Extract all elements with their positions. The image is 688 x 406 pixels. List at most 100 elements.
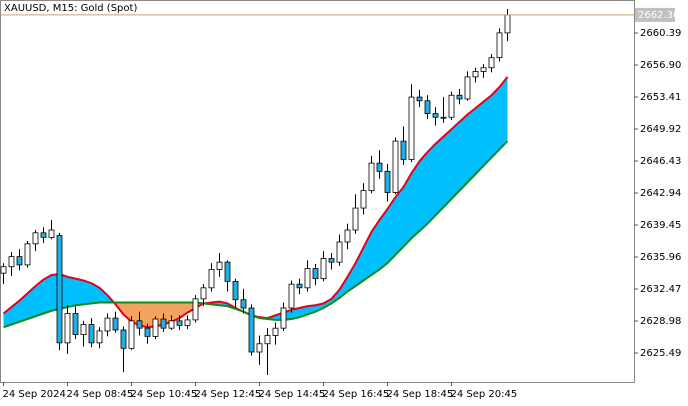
candle-body xyxy=(416,96,423,102)
ma-band xyxy=(443,129,452,208)
ma-band xyxy=(83,280,92,305)
y-tick-label: 2635.96 xyxy=(640,252,681,263)
candle-body xyxy=(368,162,375,192)
ma-band xyxy=(387,197,396,264)
y-tick-label: 2649.92 xyxy=(640,124,681,135)
candle-body xyxy=(472,71,479,78)
y-tick-label: 2656.90 xyxy=(640,60,681,71)
ma-band xyxy=(43,274,52,314)
ma-band xyxy=(75,278,84,306)
candle-body xyxy=(208,269,215,289)
candle-body xyxy=(448,94,455,118)
ma-band xyxy=(459,114,468,191)
candle-body xyxy=(64,313,71,344)
candle-body xyxy=(280,307,287,329)
candle-body xyxy=(72,313,79,335)
ma-band xyxy=(499,76,508,150)
candle-body xyxy=(104,317,111,332)
candle-body xyxy=(432,113,439,118)
ma-band xyxy=(475,101,484,175)
ma-band xyxy=(99,287,108,303)
ma-band xyxy=(291,307,300,320)
ma-band xyxy=(403,173,412,247)
y-tick-label: 2632.47 xyxy=(640,284,681,295)
candle-body xyxy=(336,241,343,263)
y-tick-label: 2642.94 xyxy=(640,188,681,199)
ma-line xyxy=(3,140,509,329)
candle-body xyxy=(312,268,319,280)
candle-body xyxy=(152,318,159,337)
ma-band xyxy=(483,95,492,166)
x-tick-label: 24 Sep 14:45 xyxy=(259,389,326,400)
candle-body xyxy=(320,258,327,280)
candle-body xyxy=(0,266,7,274)
candle-body xyxy=(40,232,47,238)
candle-body xyxy=(392,140,399,193)
ma-band xyxy=(491,87,500,158)
ma-band xyxy=(123,302,132,322)
candle-body xyxy=(24,243,31,266)
ma-band xyxy=(355,247,364,286)
x-tick-label: 24 Sep 20:45 xyxy=(451,389,518,400)
ma-band xyxy=(427,143,436,224)
candle-body xyxy=(456,94,463,100)
ma-band xyxy=(19,293,28,322)
candle-body xyxy=(224,261,231,282)
candle-body xyxy=(256,343,263,353)
x-tick-label: 24 Sep 16:45 xyxy=(323,389,390,400)
y-tick-label: 2660.39 xyxy=(640,28,681,39)
y-tick-label: 2628.98 xyxy=(640,316,681,327)
ma-band xyxy=(411,161,420,239)
candle-body xyxy=(80,324,87,335)
candle-body xyxy=(400,140,407,160)
candle-body xyxy=(488,57,495,69)
ma-band xyxy=(347,263,356,292)
candle-body xyxy=(128,320,135,349)
candle-body xyxy=(464,76,471,100)
y-tick-label: 2625.49 xyxy=(640,348,681,359)
candle-body xyxy=(408,96,415,160)
chart-title: XAUUSD, M15: Gold (Spot) xyxy=(4,3,137,14)
x-tick-label: 24 Sep 08:45 xyxy=(67,389,134,400)
ma-band xyxy=(131,302,140,326)
ma-band xyxy=(91,283,100,304)
candle-body xyxy=(232,281,239,301)
candle-body xyxy=(168,320,175,329)
candle-body xyxy=(192,298,199,321)
ma-band xyxy=(179,302,188,319)
candle-body xyxy=(376,162,383,172)
ma-band xyxy=(451,121,460,199)
candle-body xyxy=(384,170,391,193)
candle-body xyxy=(264,335,271,345)
ma-band xyxy=(27,285,36,320)
candle-body xyxy=(424,100,431,114)
candle-body xyxy=(160,318,167,329)
ma-band xyxy=(419,152,428,231)
ma-band xyxy=(467,108,476,183)
y-tick-label: 2646.43 xyxy=(640,156,681,167)
candle-body xyxy=(440,116,447,119)
candle-body xyxy=(184,319,191,326)
candle-body xyxy=(352,207,359,231)
ma-band xyxy=(395,186,404,255)
candle-body xyxy=(480,67,487,72)
price-label: 2662.36 xyxy=(638,10,679,21)
candle-body xyxy=(176,320,183,326)
y-tick-label: 2653.41 xyxy=(640,92,681,103)
ma-band xyxy=(35,279,44,317)
candle-body xyxy=(120,329,127,349)
candle-body xyxy=(32,232,39,245)
ma-band xyxy=(171,302,180,322)
x-tick-label: 24 Sep 12:45 xyxy=(195,389,262,400)
x-tick-label: 24 Sep 18:45 xyxy=(387,389,454,400)
price-label-bg xyxy=(635,7,675,22)
candle-body xyxy=(112,317,119,331)
candle-body xyxy=(248,307,255,353)
plot-frame xyxy=(0,0,635,383)
y-tick-label: 2639.45 xyxy=(640,220,681,231)
candle-body xyxy=(96,330,103,344)
candle-body xyxy=(344,229,351,243)
candle-body xyxy=(216,261,223,270)
x-tick-label: 24 Sep 2024 xyxy=(3,389,66,400)
candle-body xyxy=(272,327,279,336)
